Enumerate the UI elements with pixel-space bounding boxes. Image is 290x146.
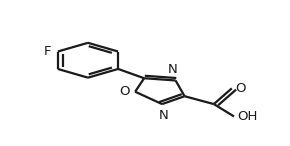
Text: F: F (44, 45, 52, 58)
Text: N: N (158, 109, 168, 122)
Text: N: N (167, 63, 177, 76)
Text: OH: OH (238, 110, 258, 123)
Text: O: O (119, 85, 130, 98)
Text: O: O (235, 82, 246, 95)
